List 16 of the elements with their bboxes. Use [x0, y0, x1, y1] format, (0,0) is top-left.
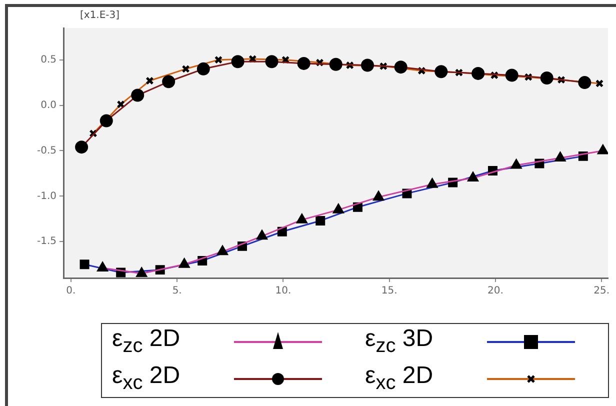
- legend-label: ε$_{zc}$ 3D: [365, 324, 434, 358]
- x-tick-label: 0.: [66, 286, 76, 297]
- y-tick-label: 0.5: [40, 54, 57, 66]
- x-tick-label: 20.: [488, 286, 504, 297]
- legend-label: ε$_{xc}$ 2D: [112, 362, 182, 396]
- x-tick-label: 5.: [172, 286, 182, 297]
- x-tick-label: 10.: [275, 286, 292, 297]
- y-tick-label: -0.5: [36, 145, 57, 156]
- text: [x1.E-3]: [80, 10, 120, 21]
- y-tick-label: -1.5: [36, 236, 57, 248]
- x-tick-label: 15.: [381, 286, 398, 297]
- y-tick-label: -1.0: [36, 190, 57, 202]
- y-tick-label: 0.0: [40, 100, 57, 111]
- legend-label: ε$_{zc}$ 2D: [112, 324, 182, 358]
- x-tick-label: 25.: [594, 286, 610, 297]
- legend-label: ε$_{xc}$ 2D: [365, 362, 434, 396]
